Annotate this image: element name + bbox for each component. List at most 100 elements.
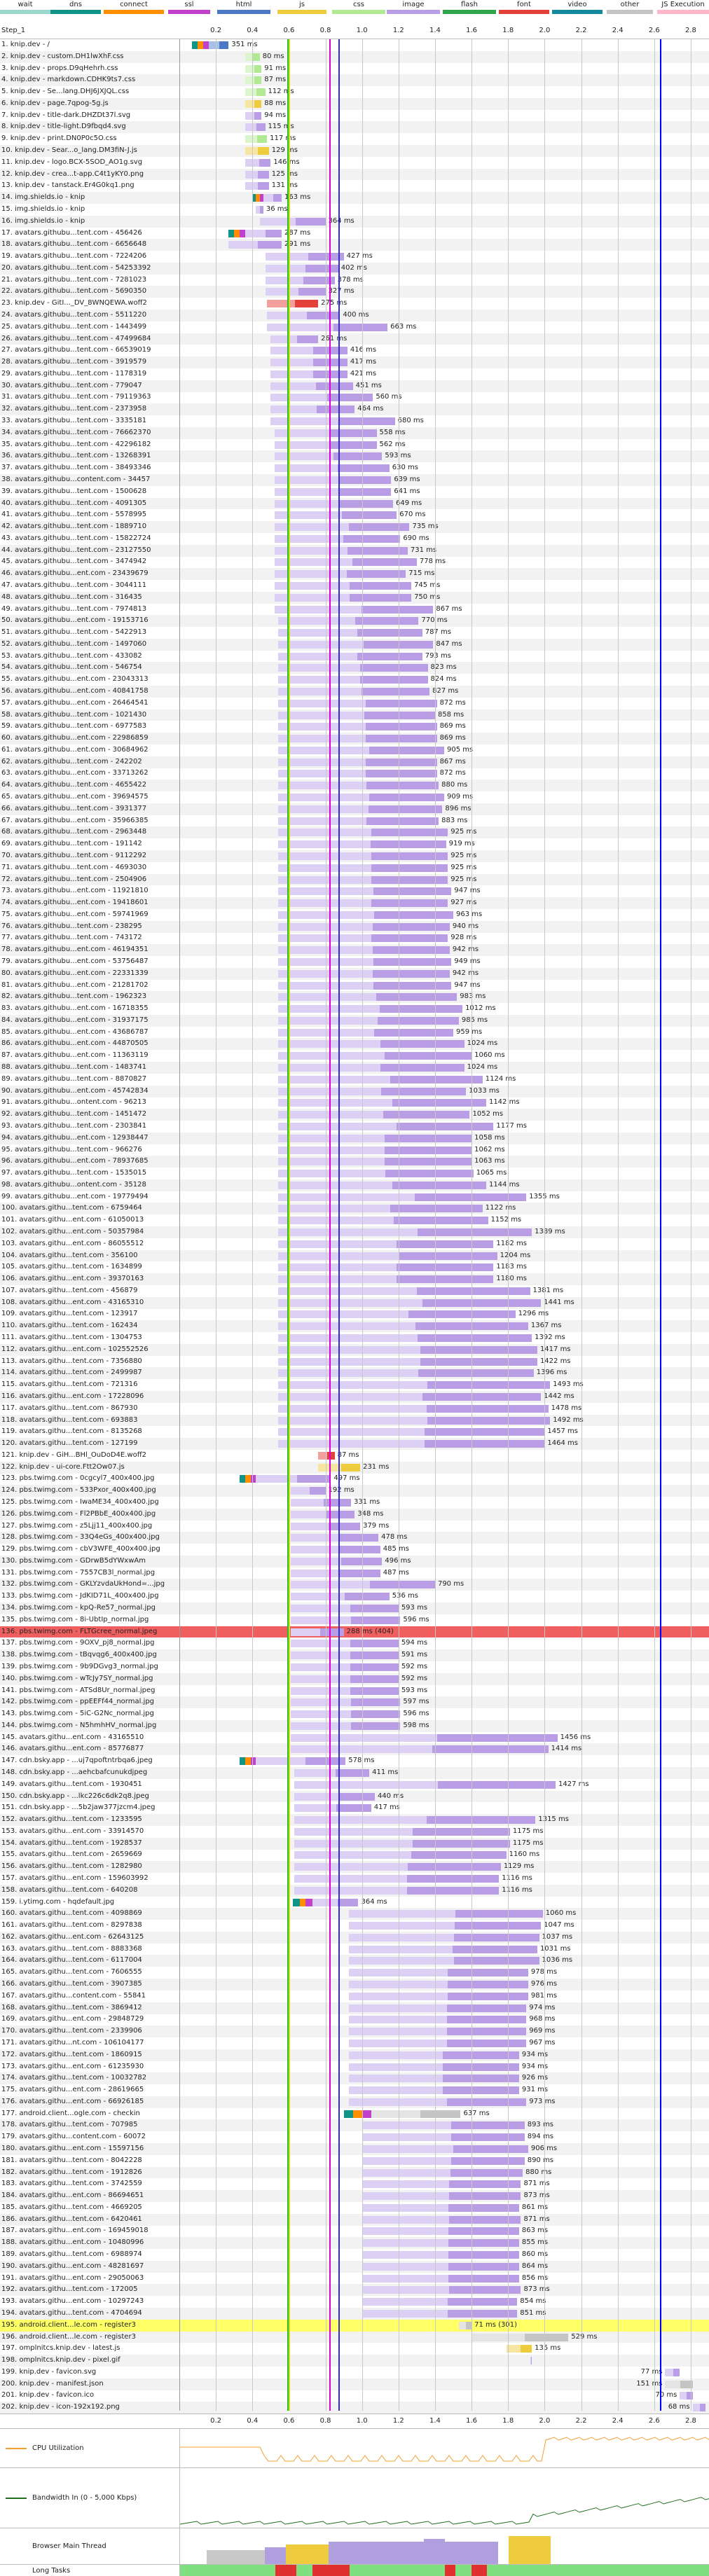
request-row[interactable]: 2. knip.dev - custom.DH1lwXhF.css 80 ms bbox=[0, 50, 709, 63]
request-row[interactable]: 29. avatars.githubu...tent.com - 1178319… bbox=[0, 368, 709, 380]
request-row[interactable]: 166. avatars.githu...tent.com - 3907385 9… bbox=[0, 1979, 709, 1990]
request-row[interactable]: 17. avatars.githubu...tent.com - 456426 2… bbox=[0, 228, 709, 240]
request-row[interactable]: 45. avatars.githubu...tent.com - 3474942… bbox=[0, 556, 709, 568]
request-row[interactable]: 130. pbs.twimg.com - GDrwB5dYWxwAm 496 ms bbox=[0, 1555, 709, 1567]
request-row[interactable]: 103. avatars.githu...ent.com - 86055512 1… bbox=[0, 1238, 709, 1250]
request-row[interactable]: 101. avatars.githu...ent.com - 61050013 1… bbox=[0, 1214, 709, 1226]
request-row[interactable]: 35. avatars.githubu...tent.com - 4229618… bbox=[0, 439, 709, 451]
request-row[interactable]: 128. pbs.twimg.com - 33Q4eGs_400x400.jpg… bbox=[0, 1532, 709, 1544]
request-row[interactable]: 115. avatars.githu...tent.com - 721316 14… bbox=[0, 1379, 709, 1391]
request-row[interactable]: 147. cdn.bsky.app - ...uj7qpoftntrbqa6.j… bbox=[0, 1755, 709, 1767]
request-row[interactable]: 170. avatars.githu...tent.com - 2339906 9… bbox=[0, 2026, 709, 2038]
request-row[interactable]: 40. avatars.githubu...tent.com - 4091305… bbox=[0, 497, 709, 510]
request-row[interactable]: 164. avatars.githu...tent.com - 6117004 1… bbox=[0, 1955, 709, 1967]
request-row[interactable]: 37. avatars.githubu...tent.com - 3849334… bbox=[0, 462, 709, 474]
request-row[interactable]: 90. avatars.githubu...ent.com - 45742834… bbox=[0, 1085, 709, 1097]
request-row[interactable]: 188. avatars.githu...ent.com - 10480996 8… bbox=[0, 2237, 709, 2250]
request-row[interactable]: 24. avatars.githubu...tent.com - 5511220… bbox=[0, 309, 709, 321]
request-row[interactable]: 179. avatars.githu...content.com - 60072… bbox=[0, 2131, 709, 2143]
request-row[interactable]: 121. knip.dev - GiH...BHl_OuDoD4E.woff2 8… bbox=[0, 1450, 709, 1462]
request-row[interactable]: 134. pbs.twimg.com - kpQ-Re57_normal.jpg… bbox=[0, 1602, 709, 1614]
request-row[interactable]: 84. avatars.githubu...ent.com - 31937175… bbox=[0, 1014, 709, 1027]
request-row[interactable]: 89. avatars.githubu...tent.com - 8870827… bbox=[0, 1074, 709, 1086]
request-row[interactable]: 177. android.client...ogle.com - checkin… bbox=[0, 2108, 709, 2120]
request-row[interactable]: 191. avatars.githu...ent.com - 29050063 8… bbox=[0, 2273, 709, 2285]
request-row[interactable]: 50. avatars.githubu...ent.com - 19153716… bbox=[0, 615, 709, 628]
request-row[interactable]: 1. knip.dev - / 351 ms bbox=[0, 39, 709, 51]
request-row[interactable]: 22. avatars.githubu...tent.com - 5690350… bbox=[0, 286, 709, 298]
request-row[interactable]: 195. android.client...le.com - register3… bbox=[0, 2319, 709, 2332]
request-row[interactable]: 64. avatars.githubu...tent.com - 4655422… bbox=[0, 780, 709, 792]
request-row[interactable]: 162. avatars.githu...ent.com - 62643125 1… bbox=[0, 1931, 709, 1944]
request-row[interactable]: 109. avatars.githu...tent.com - 123917 12… bbox=[0, 1308, 709, 1320]
request-row[interactable]: 167. avatars.githu...content.com - 55841… bbox=[0, 1990, 709, 2002]
request-row[interactable]: 194. avatars.githu...tent.com - 4704694 8… bbox=[0, 2307, 709, 2320]
request-row[interactable]: 122. knip.dev - ui-core.Ftt2Ow07.js 231 m… bbox=[0, 1461, 709, 1474]
request-row[interactable]: 34. avatars.githubu...tent.com - 7666237… bbox=[0, 427, 709, 439]
request-row[interactable]: 76. avatars.githubu...tent.com - 238295 9… bbox=[0, 920, 709, 933]
request-row[interactable]: 42. avatars.githubu...tent.com - 1889710… bbox=[0, 521, 709, 533]
request-row[interactable]: 93. avatars.githubu...tent.com - 2303841… bbox=[0, 1121, 709, 1133]
request-row[interactable]: 169. avatars.githu...ent.com - 29848729 9… bbox=[0, 2014, 709, 2026]
request-row[interactable]: 65. avatars.githubu...ent.com - 39694575… bbox=[0, 791, 709, 803]
request-row[interactable]: 95. avatars.githubu...tent.com - 966276 1… bbox=[0, 1144, 709, 1156]
request-row[interactable]: 155. avatars.githu...tent.com - 2659669 1… bbox=[0, 1849, 709, 1861]
request-row[interactable]: 193. avatars.githu...ent.com - 10297243 8… bbox=[0, 2296, 709, 2308]
request-row[interactable]: 80. avatars.githubu...ent.com - 22331339… bbox=[0, 967, 709, 980]
request-row[interactable]: 71. avatars.githubu...tent.com - 4693030… bbox=[0, 862, 709, 874]
request-row[interactable]: 52. avatars.githubu...tent.com - 1497060… bbox=[0, 638, 709, 651]
request-row[interactable]: 19. avatars.githubu...tent.com - 7224206… bbox=[0, 251, 709, 263]
request-row[interactable]: 46. avatars.githubu...ent.com - 23439679… bbox=[0, 568, 709, 581]
request-row[interactable]: 44. avatars.githubu...tent.com - 2312755… bbox=[0, 544, 709, 557]
request-row[interactable]: 174. avatars.githu...tent.com - 10032782… bbox=[0, 2072, 709, 2085]
request-row[interactable]: 9. knip.dev - print.DN0P0c5O.css 117 ms bbox=[0, 133, 709, 145]
request-row[interactable]: 189. avatars.githu...tent.com - 6988974 8… bbox=[0, 2249, 709, 2261]
request-row[interactable]: 91. avatars.githubu...ontent.com - 96213… bbox=[0, 1097, 709, 1109]
request-row[interactable]: 28. avatars.githubu...tent.com - 3919579… bbox=[0, 356, 709, 368]
request-row[interactable]: 5. knip.dev - Se...lang.DHJ6JXJQL.css 112… bbox=[0, 86, 709, 98]
request-row[interactable]: 178. avatars.githu...tent.com - 707985 89… bbox=[0, 2119, 709, 2132]
request-row[interactable]: 107. avatars.githu...tent.com - 456879 13… bbox=[0, 1285, 709, 1297]
request-row[interactable]: 67. avatars.githubu...ent.com - 35966385… bbox=[0, 815, 709, 827]
request-row[interactable]: 149. avatars.githu...tent.com - 1930451 1… bbox=[0, 1779, 709, 1791]
request-row[interactable]: 105. avatars.githu...tent.com - 1634899 1… bbox=[0, 1261, 709, 1273]
request-row[interactable]: 39. avatars.githubu...tent.com - 1500628… bbox=[0, 486, 709, 498]
request-row[interactable]: 180. avatars.githu...ent.com - 15597156 9… bbox=[0, 2143, 709, 2155]
request-row[interactable]: 94. avatars.githubu...ent.com - 12938447… bbox=[0, 1132, 709, 1144]
request-row[interactable]: 38. avatars.githubu...content.com - 3445… bbox=[0, 473, 709, 486]
request-row[interactable]: 14. img.shields.io - knip 163 ms bbox=[0, 192, 709, 205]
request-row[interactable]: 15. img.shields.io - knip 36 ms bbox=[0, 204, 709, 216]
request-row[interactable]: 139. pbs.twimg.com - 9b9DGvg3_normal.jpg… bbox=[0, 1661, 709, 1673]
request-row[interactable]: 88. avatars.githubu...tent.com - 1483741… bbox=[0, 1062, 709, 1074]
request-row[interactable]: 92. avatars.githubu...tent.com - 1451472… bbox=[0, 1109, 709, 1121]
request-row[interactable]: 163. avatars.githu...tent.com - 8883368 1… bbox=[0, 1944, 709, 1955]
request-row[interactable]: 72. avatars.githubu...tent.com - 2504906… bbox=[0, 873, 709, 886]
request-row[interactable]: 98. avatars.githubu...ontent.com - 35128… bbox=[0, 1179, 709, 1191]
request-row[interactable]: 68. avatars.githubu...tent.com - 2963448… bbox=[0, 826, 709, 839]
request-row[interactable]: 173. avatars.githu...ent.com - 61235930 9… bbox=[0, 2061, 709, 2073]
request-row[interactable]: 110. avatars.githu...tent.com - 162434 13… bbox=[0, 1320, 709, 1333]
request-row[interactable]: 77. avatars.githubu...tent.com - 743172 9… bbox=[0, 932, 709, 944]
request-row[interactable]: 96. avatars.githubu...ent.com - 78937685… bbox=[0, 1156, 709, 1168]
request-row[interactable]: 161. avatars.githu...tent.com - 8297838 1… bbox=[0, 1920, 709, 1932]
request-row[interactable]: 154. avatars.githu...tent.com - 1928537 1… bbox=[0, 1837, 709, 1850]
request-row[interactable]: 120. avatars.githu...tent.com - 127199 14… bbox=[0, 1438, 709, 1450]
request-row[interactable]: 30. avatars.githubu...tent.com - 779047 4… bbox=[0, 380, 709, 392]
request-row[interactable]: 6. knip.dev - page.7qpog-5g.js 88 ms bbox=[0, 97, 709, 110]
request-row[interactable]: 202. knip.dev - icon-192x192.png 68 ms bbox=[0, 2402, 709, 2414]
request-row[interactable]: 127. pbs.twimg.com - z5Ljj11_400x400.jpg… bbox=[0, 1521, 709, 1532]
request-row[interactable]: 129. pbs.twimg.com - cbV3WFE_400x400.jpg… bbox=[0, 1544, 709, 1556]
request-row[interactable]: 131. pbs.twimg.com - 7557CB3l_normal.jpg… bbox=[0, 1567, 709, 1579]
request-row[interactable]: 32. avatars.githubu...tent.com - 2373958… bbox=[0, 403, 709, 416]
request-row[interactable]: 73. avatars.githubu...ent.com - 11921810… bbox=[0, 885, 709, 897]
request-row[interactable]: 86. avatars.githubu...ent.com - 44870505… bbox=[0, 1038, 709, 1051]
request-row[interactable]: 198. omplnitcs.knip.dev - pixel.gif bbox=[0, 2355, 709, 2367]
request-row[interactable]: 7. knip.dev - title-dark.DHZDt37l.svg 94 … bbox=[0, 110, 709, 122]
request-row[interactable]: 21. avatars.githubu...tent.com - 7281023… bbox=[0, 275, 709, 286]
request-row[interactable]: 135. pbs.twimg.com - 8i-UbtIp_normal.jpg… bbox=[0, 1614, 709, 1626]
request-row[interactable]: 116. avatars.githu...ent.com - 17228096 1… bbox=[0, 1390, 709, 1403]
request-row[interactable]: 150. cdn.bsky.app - ...lkc226c6dk2q8.jpe… bbox=[0, 1790, 709, 1803]
request-row[interactable]: 183. avatars.githu...tent.com - 3742559 8… bbox=[0, 2178, 709, 2190]
request-row[interactable]: 60. avatars.githubu...ent.com - 22986859… bbox=[0, 733, 709, 745]
request-row[interactable]: 54. avatars.githubu...tent.com - 546754 8… bbox=[0, 662, 709, 674]
